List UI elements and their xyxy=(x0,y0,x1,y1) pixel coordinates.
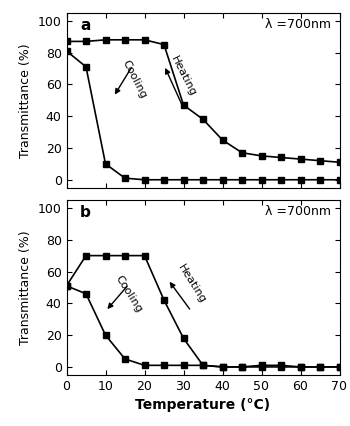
Text: a: a xyxy=(80,18,91,33)
Text: Heating: Heating xyxy=(175,263,207,305)
Text: Heating: Heating xyxy=(169,55,198,98)
X-axis label: Temperature (°C): Temperature (°C) xyxy=(135,398,271,412)
Text: Cooling: Cooling xyxy=(121,59,149,101)
Y-axis label: Transmittance (%): Transmittance (%) xyxy=(19,43,32,158)
Text: b: b xyxy=(80,205,91,220)
Text: λ =700nm: λ =700nm xyxy=(265,18,331,31)
Text: λ =700nm: λ =700nm xyxy=(265,205,331,218)
Y-axis label: Transmittance (%): Transmittance (%) xyxy=(19,230,32,345)
Text: Cooling: Cooling xyxy=(114,273,144,314)
